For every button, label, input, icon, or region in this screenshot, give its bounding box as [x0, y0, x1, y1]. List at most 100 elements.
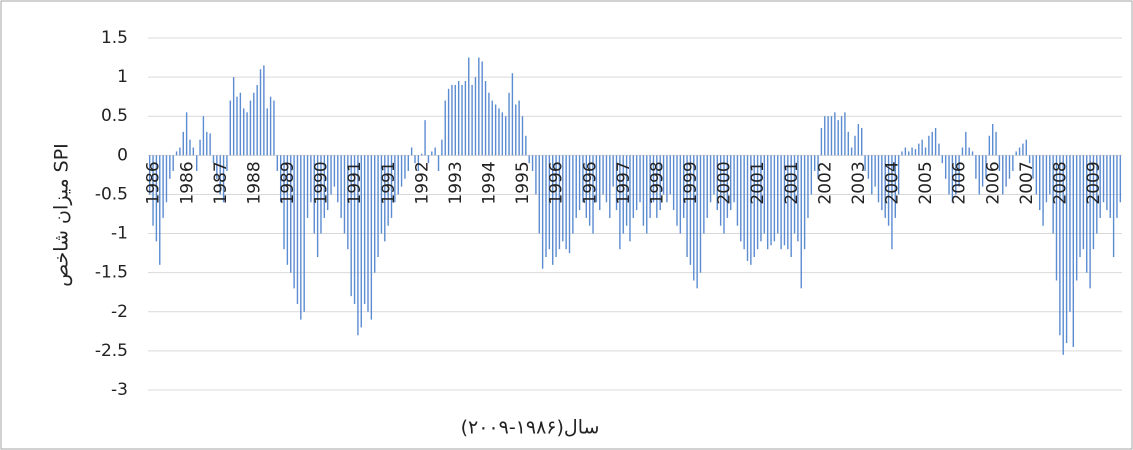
bar [582, 155, 584, 203]
bar [934, 127, 937, 156]
x-tick-label: 1986 [144, 161, 164, 204]
bar [844, 112, 846, 156]
bar [918, 143, 920, 156]
bar [1002, 155, 1004, 195]
bar [753, 155, 755, 258]
bar [464, 81, 467, 156]
bar [575, 155, 577, 218]
bar [1072, 155, 1074, 347]
bar [1025, 139, 1027, 156]
bar [968, 147, 970, 156]
bar [179, 147, 181, 156]
bar [162, 155, 164, 218]
bar [998, 155, 1001, 171]
bar [793, 155, 796, 234]
x-tick-label: 1989 [278, 161, 298, 204]
bar [249, 100, 252, 156]
y-tick-label: -0.5 [95, 184, 128, 204]
bar [683, 155, 685, 218]
bar [723, 155, 725, 234]
bar [891, 155, 893, 250]
bar [585, 155, 587, 218]
bar [595, 155, 598, 203]
bar [904, 147, 907, 156]
bar [646, 155, 648, 234]
bar [199, 139, 201, 156]
bar [864, 155, 866, 171]
bar [1008, 155, 1011, 179]
bar [787, 155, 789, 250]
bar [232, 77, 235, 156]
bar [877, 155, 880, 203]
y-tick-label: 0 [117, 145, 128, 165]
bar [914, 149, 917, 156]
bar [313, 155, 315, 234]
bar [649, 155, 651, 218]
bar [760, 155, 762, 242]
bar [881, 155, 883, 211]
bar [1032, 155, 1034, 179]
bar [1045, 155, 1048, 203]
bar [901, 151, 903, 156]
bar [1089, 155, 1091, 289]
bar [824, 116, 826, 156]
y-tick-label: 1 [117, 67, 128, 87]
bar [874, 155, 876, 187]
bar [887, 155, 890, 226]
bar [148, 155, 151, 195]
bar [578, 155, 581, 211]
bar [169, 155, 171, 179]
bar [541, 155, 544, 269]
bar [390, 155, 393, 218]
bar [437, 155, 440, 171]
x-tick-label: 2008 [1051, 161, 1071, 204]
bar [857, 124, 860, 156]
bar [813, 155, 816, 171]
bar [360, 155, 362, 328]
bar [474, 77, 477, 156]
bar [1049, 155, 1051, 195]
x-tick-label: 2006 [950, 161, 970, 204]
bar [525, 135, 527, 156]
bar [619, 155, 621, 250]
bar [750, 155, 752, 265]
bar [850, 147, 853, 156]
y-tick-label: -2.5 [95, 341, 128, 361]
bar [652, 155, 655, 203]
bar [1015, 151, 1017, 156]
bar [830, 116, 833, 156]
bar [635, 155, 638, 211]
y-tick-label: 0.5 [101, 106, 128, 126]
x-tick-label: 1993 [446, 161, 466, 204]
bar [639, 155, 641, 203]
bar [269, 96, 272, 156]
bar [286, 155, 289, 265]
bar [457, 81, 460, 156]
bar [189, 139, 191, 156]
bar [243, 108, 245, 156]
bar [894, 155, 896, 218]
bar [1075, 155, 1078, 281]
bar [679, 155, 682, 234]
bar [985, 155, 987, 179]
bar [256, 84, 258, 156]
bar [565, 155, 567, 250]
bar [921, 139, 923, 156]
bar [562, 155, 564, 242]
bar [1039, 155, 1041, 211]
bar [625, 155, 628, 226]
bar [552, 155, 554, 265]
bar [961, 147, 964, 156]
bar [441, 139, 443, 156]
bar [1116, 155, 1118, 218]
bar [293, 155, 295, 289]
x-tick-label: 2007 [1017, 161, 1037, 204]
bar [807, 155, 809, 218]
bar [216, 155, 218, 179]
bar [1059, 155, 1061, 336]
bar [185, 112, 188, 156]
bar [971, 151, 974, 156]
bar [978, 155, 980, 195]
bar [384, 155, 386, 242]
